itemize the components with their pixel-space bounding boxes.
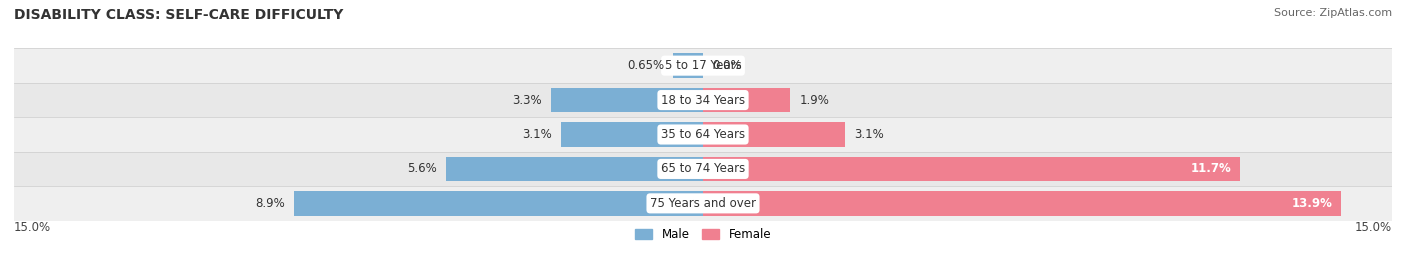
Bar [703, 157, 1240, 181]
Text: 3.3%: 3.3% [513, 94, 543, 107]
Bar [703, 122, 845, 147]
Bar [446, 157, 703, 181]
Bar [14, 48, 1392, 83]
Text: 0.0%: 0.0% [713, 59, 742, 72]
Bar [551, 88, 703, 112]
Text: Source: ZipAtlas.com: Source: ZipAtlas.com [1274, 8, 1392, 18]
Bar [14, 186, 1392, 221]
Bar [561, 122, 703, 147]
Bar [14, 117, 1392, 152]
Text: DISABILITY CLASS: SELF-CARE DIFFICULTY: DISABILITY CLASS: SELF-CARE DIFFICULTY [14, 8, 343, 22]
Bar [703, 88, 790, 112]
Text: 75 Years and over: 75 Years and over [650, 197, 756, 210]
Text: 5.6%: 5.6% [406, 162, 437, 175]
Legend: Male, Female: Male, Female [630, 223, 776, 246]
Bar [673, 53, 703, 78]
Bar [14, 83, 1392, 117]
Bar [14, 152, 1392, 186]
Text: 65 to 74 Years: 65 to 74 Years [661, 162, 745, 175]
Text: 0.65%: 0.65% [627, 59, 664, 72]
Text: 1.9%: 1.9% [800, 94, 830, 107]
Text: 3.1%: 3.1% [522, 128, 551, 141]
Text: 15.0%: 15.0% [1355, 221, 1392, 234]
Text: 18 to 34 Years: 18 to 34 Years [661, 94, 745, 107]
Text: 5 to 17 Years: 5 to 17 Years [665, 59, 741, 72]
Text: 11.7%: 11.7% [1191, 162, 1232, 175]
Text: 35 to 64 Years: 35 to 64 Years [661, 128, 745, 141]
Text: 15.0%: 15.0% [14, 221, 51, 234]
Bar [703, 191, 1341, 216]
Bar [294, 191, 703, 216]
Text: 3.1%: 3.1% [855, 128, 884, 141]
Text: 13.9%: 13.9% [1291, 197, 1333, 210]
Text: 8.9%: 8.9% [256, 197, 285, 210]
